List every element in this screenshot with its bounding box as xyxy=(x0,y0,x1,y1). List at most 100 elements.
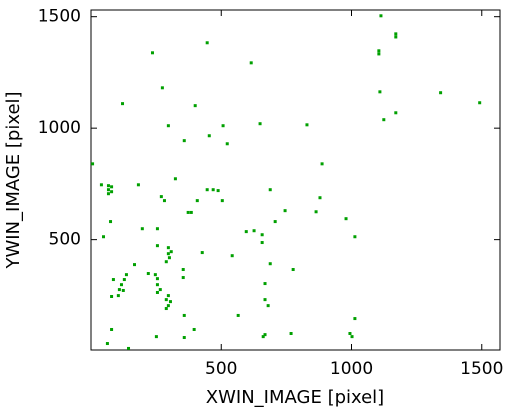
point xyxy=(318,196,322,200)
point xyxy=(221,124,225,128)
y-tick-label: 1000 xyxy=(38,118,81,138)
point xyxy=(127,346,131,350)
point xyxy=(154,335,158,339)
point xyxy=(211,188,215,192)
point xyxy=(186,210,190,214)
x-tick-label: 500 xyxy=(205,359,237,379)
point xyxy=(200,251,204,255)
point xyxy=(158,288,162,292)
point xyxy=(116,294,120,298)
point xyxy=(268,262,272,266)
point xyxy=(216,189,220,193)
point xyxy=(110,190,114,194)
point xyxy=(136,183,140,187)
point xyxy=(169,250,173,254)
point xyxy=(162,199,166,203)
point xyxy=(266,304,270,308)
point xyxy=(155,277,159,281)
point xyxy=(353,235,357,239)
point xyxy=(111,278,115,282)
point xyxy=(244,230,248,234)
point xyxy=(173,177,177,181)
point xyxy=(260,233,264,237)
point xyxy=(192,327,196,331)
x-tick-label: 1500 xyxy=(460,359,503,379)
point xyxy=(166,294,170,298)
point xyxy=(348,332,352,336)
point xyxy=(133,263,137,267)
point xyxy=(140,227,144,231)
y-tick-label: 1500 xyxy=(38,7,81,27)
point xyxy=(268,188,272,192)
point xyxy=(106,192,110,196)
point xyxy=(230,254,234,258)
point xyxy=(102,235,106,239)
point xyxy=(109,220,113,224)
point xyxy=(160,86,164,90)
point xyxy=(353,317,357,321)
point xyxy=(263,298,267,302)
point xyxy=(377,49,381,53)
point xyxy=(150,51,154,55)
point xyxy=(377,52,381,56)
point xyxy=(252,229,256,233)
point xyxy=(382,118,386,122)
point xyxy=(155,244,159,248)
point xyxy=(263,333,267,337)
point xyxy=(263,282,267,286)
point xyxy=(305,123,309,127)
point xyxy=(273,220,277,224)
point xyxy=(314,210,318,214)
point xyxy=(378,90,382,94)
point xyxy=(236,313,240,317)
point xyxy=(320,162,324,166)
point xyxy=(350,335,354,339)
y-axis-title: YWIN_IMAGE [pixel] xyxy=(3,91,24,269)
point xyxy=(121,288,125,292)
point xyxy=(124,273,128,277)
point xyxy=(168,300,172,304)
point xyxy=(159,195,163,199)
point xyxy=(91,162,95,166)
point xyxy=(105,342,109,346)
point xyxy=(181,268,185,272)
point xyxy=(166,252,170,256)
point xyxy=(119,283,123,287)
point xyxy=(394,35,398,39)
point xyxy=(121,102,125,106)
point xyxy=(379,14,383,18)
point xyxy=(193,104,197,108)
point xyxy=(260,241,264,245)
point xyxy=(166,304,170,308)
point xyxy=(106,188,110,192)
point xyxy=(146,272,150,276)
point xyxy=(291,268,295,272)
point xyxy=(225,142,229,146)
y-tick-label: 500 xyxy=(49,230,81,250)
point xyxy=(117,288,121,292)
point xyxy=(394,111,398,115)
point xyxy=(258,122,262,126)
point xyxy=(207,134,211,138)
point xyxy=(164,260,168,264)
point xyxy=(110,294,114,298)
point xyxy=(164,307,168,311)
point xyxy=(99,183,103,187)
point xyxy=(155,227,159,231)
point xyxy=(394,32,398,36)
point xyxy=(261,335,265,339)
point xyxy=(195,199,199,203)
point xyxy=(205,188,209,192)
point xyxy=(189,210,193,214)
point xyxy=(289,332,293,336)
x-tick-label: 1000 xyxy=(330,359,373,379)
point xyxy=(166,124,170,128)
point xyxy=(110,185,114,189)
point xyxy=(167,256,171,260)
point xyxy=(155,290,159,294)
point xyxy=(220,199,224,203)
point xyxy=(122,278,126,282)
point xyxy=(478,101,482,105)
point xyxy=(439,91,443,95)
